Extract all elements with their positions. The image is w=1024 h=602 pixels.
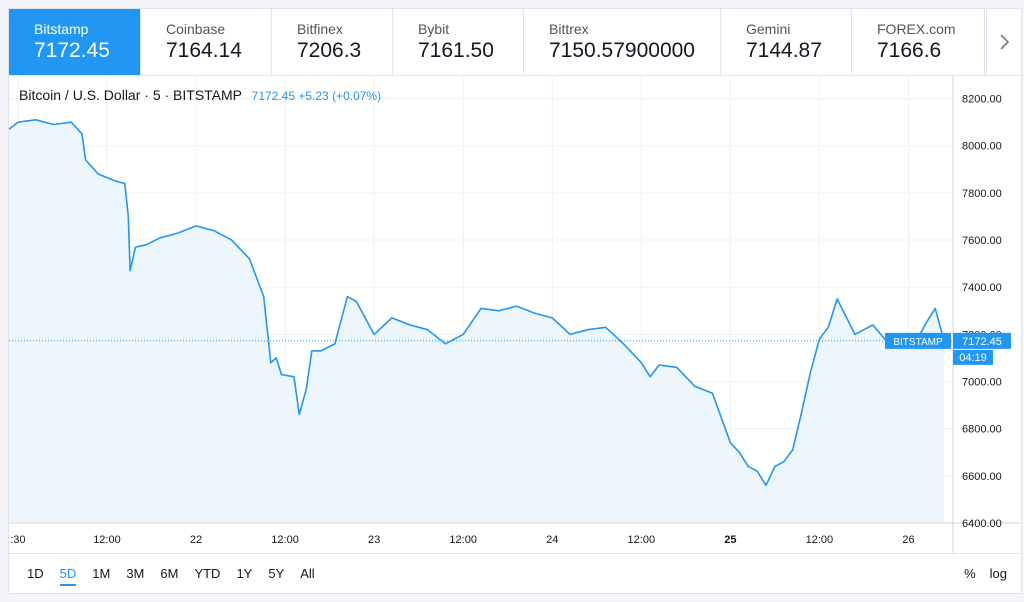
price-axis: 8200.008000.007800.007600.007400.007200.…: [962, 94, 1002, 530]
chart-widget: Bitstamp 7172.45 Coinbase 7164.14 Bitfin…: [8, 8, 1022, 594]
price-line: [9, 119, 945, 487]
time-tick-label: 23: [368, 534, 380, 546]
price-tick-label: 6400.00: [962, 518, 1002, 530]
ticker-bittrex[interactable]: Bittrex 7150.57900000: [524, 9, 721, 75]
chart-legend: Bitcoin / U.S. Dollar · 5 · BITSTAMP 717…: [19, 87, 381, 103]
time-tick-label: 12:00: [628, 534, 656, 546]
range-1y[interactable]: 1Y: [236, 566, 253, 581]
price-tick-label: 7000.00: [962, 377, 1002, 389]
last-price-label: 7172.45: [962, 336, 1002, 348]
price-area-fill: [9, 119, 945, 524]
countdown-label: 04:19: [959, 352, 987, 364]
ticker-bitstamp[interactable]: Bitstamp 7172.45: [9, 9, 141, 75]
price-tick-label: 6600.00: [962, 471, 1002, 483]
exchange-tag: [885, 332, 951, 349]
last-price-tag: [953, 332, 1011, 349]
range-ytd[interactable]: YTD: [194, 566, 221, 581]
ticker-bybit[interactable]: Bybit 7161.50: [393, 9, 524, 75]
ticker-price: 7166.6: [877, 39, 942, 62]
ticker-name: Gemini: [746, 21, 791, 37]
range-3m[interactable]: 3M: [126, 566, 145, 581]
exchange-tag-label: BITSTAMP: [893, 337, 943, 348]
price-tick-label: 6800.00: [962, 424, 1002, 436]
time-tick-label: 22: [190, 534, 202, 546]
ticker-price: 7164.14: [166, 39, 242, 62]
ticker-name: Bitfinex: [297, 21, 343, 37]
ticker-price: 7150.57900000: [549, 39, 695, 62]
time-tick-label: :30: [10, 534, 25, 546]
ticker-coinbase[interactable]: Coinbase 7164.14: [141, 9, 272, 75]
price-chart[interactable]: 8200.008000.007800.007600.007400.007200.…: [9, 9, 1021, 553]
range-1m[interactable]: 1M: [92, 566, 111, 581]
price-tick-label: 7600.00: [962, 235, 1002, 247]
ticker-price: 7172.45: [34, 39, 110, 62]
price-tick-label: 7400.00: [962, 282, 1002, 294]
ticker-name: Bybit: [418, 21, 450, 37]
time-axis: :30 12:00 22 12:00 23 12:00 24 12:00 25 12:00 26: [10, 534, 914, 546]
ticker-price: 7144.87: [746, 39, 822, 62]
legend-value: 7172.45 +5.23 (+0.07%): [251, 89, 382, 103]
range-1d[interactable]: 1D: [27, 566, 44, 581]
range-5y[interactable]: 5Y: [268, 566, 285, 581]
price-tick-label: 7800.00: [962, 188, 1002, 200]
ticker-price: 7206.3: [297, 39, 362, 62]
time-tick-label: 26: [902, 534, 914, 546]
ticker-name: Bitstamp: [34, 21, 89, 37]
ticker-name: Coinbase: [166, 21, 226, 37]
exchange-ticker-bar: Bitstamp 7172.45 Coinbase 7164.14 Bitfin…: [9, 9, 1021, 76]
countdown-tag: [953, 349, 993, 365]
range-toolbar: 1D 5D 1M 3M 6M YTD 1Y 5Y All % log: [9, 553, 1021, 594]
percent-scale-toggle[interactable]: %: [964, 566, 976, 581]
scroll-right-button[interactable]: [986, 9, 1021, 75]
log-scale-toggle[interactable]: log: [989, 566, 1007, 581]
chevron-right-icon: [1000, 34, 1010, 50]
ticker-bitfinex[interactable]: Bitfinex 7206.3: [272, 9, 393, 75]
range-5d[interactable]: 5D: [52, 566, 85, 586]
time-tick-label: 12:00: [449, 534, 477, 546]
ticker-gemini[interactable]: Gemini 7144.87: [721, 9, 852, 75]
scale-tools: % log: [964, 566, 1007, 581]
price-tick-label: 8000.00: [962, 141, 1002, 153]
time-tick-label: 12:00: [271, 534, 299, 546]
range-6m[interactable]: 6M: [160, 566, 179, 581]
ticker-forex[interactable]: FOREX.com 7166.6: [852, 9, 985, 75]
time-tick-label: 25: [724, 534, 736, 546]
time-tick-label: 12:00: [806, 534, 834, 546]
symbol-title: Bitcoin / U.S. Dollar · 5 · BITSTAMP: [19, 87, 242, 103]
price-tick-label: 8200.00: [962, 94, 1002, 106]
time-tick-label: 12:00: [93, 534, 121, 546]
range-all[interactable]: All: [300, 566, 315, 581]
range-selector: 1D 5D 1M 3M 6M YTD 1Y 5Y All: [19, 566, 323, 586]
time-tick-label: 24: [546, 534, 558, 546]
ticker-price: 7161.50: [418, 39, 494, 62]
ticker-name: FOREX.com: [877, 21, 956, 37]
ticker-name: Bittrex: [549, 21, 589, 37]
